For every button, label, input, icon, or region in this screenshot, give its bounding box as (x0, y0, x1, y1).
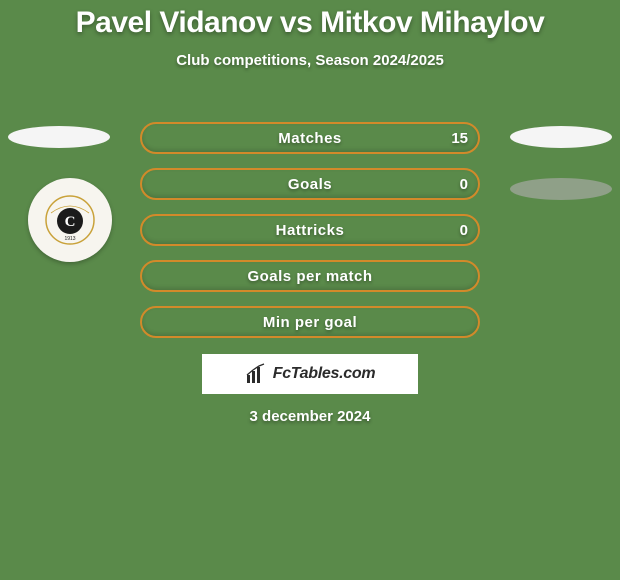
right-pill-2 (510, 178, 612, 200)
stat-row-goals: Goals 0 (140, 168, 480, 200)
badge-letter: C (65, 214, 76, 230)
comparison-title: Pavel Vidanov vs Mitkov Mihaylov (0, 0, 620, 40)
stat-row-goals-per-match: Goals per match (140, 260, 480, 292)
stat-row-matches: Matches 15 (140, 122, 480, 154)
stat-value: 0 (460, 222, 468, 239)
badge-year: 1913 (64, 236, 75, 242)
stat-label: Matches (278, 130, 342, 147)
watermark-text: FcTables.com (273, 365, 376, 383)
left-pill-1 (8, 126, 110, 148)
stat-label: Hattricks (276, 222, 345, 239)
team-badge-slavia: C 1913 (45, 195, 95, 245)
bars-icon (245, 363, 267, 385)
stat-value: 15 (451, 130, 468, 147)
right-pill-1 (510, 126, 612, 148)
stat-label: Goals per match (247, 268, 372, 285)
stat-value: 0 (460, 176, 468, 193)
snapshot-date: 3 december 2024 (0, 408, 620, 425)
fctables-watermark: FcTables.com (202, 354, 418, 394)
season-subtitle: Club competitions, Season 2024/2025 (0, 52, 620, 69)
stat-label: Min per goal (263, 314, 357, 331)
stats-container: Matches 15 Goals 0 Hattricks 0 Goals per… (140, 122, 480, 352)
team-badge-left: C 1913 (28, 178, 112, 262)
stat-row-hattricks: Hattricks 0 (140, 214, 480, 246)
stat-row-min-per-goal: Min per goal (140, 306, 480, 338)
stat-label: Goals (288, 176, 332, 193)
